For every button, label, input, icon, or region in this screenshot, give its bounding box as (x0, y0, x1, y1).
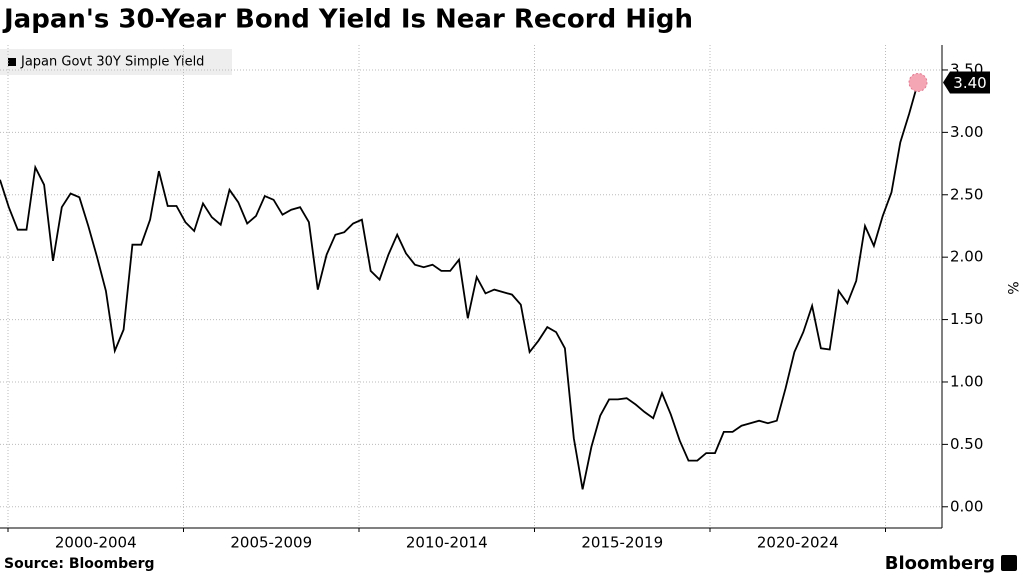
y-tick-label: 2.00 (950, 248, 983, 266)
last-value-label: 3.40 (953, 74, 986, 92)
y-tick-label: 1.00 (950, 372, 983, 390)
x-tick-label: 2005-2009 (230, 534, 312, 552)
brand: Bloomberg (885, 553, 995, 574)
y-tick-label: 3.00 (950, 123, 983, 141)
legend-box (0, 49, 232, 75)
last-value-box (943, 71, 990, 94)
x-tick-label: 2000-2004 (55, 534, 137, 552)
x-tick-label: 2015-2019 (581, 534, 663, 552)
brand-icon (1001, 555, 1017, 571)
x-tick-label: 2020-2024 (757, 534, 839, 552)
y-tick-label: 2.50 (950, 185, 983, 203)
y-tick-label: 1.50 (950, 310, 983, 328)
legend-label: Japan Govt 30Y Simple Yield (20, 55, 204, 70)
source: Source: Bloomberg (4, 556, 155, 572)
last-point (908, 72, 928, 92)
chart-title: Japan's 30-Year Bond Yield Is Near Recor… (2, 5, 693, 35)
x-tick-label: 2010-2014 (406, 534, 488, 552)
y-tick-label: 0.50 (950, 435, 983, 453)
y-axis-label: % (1004, 281, 1020, 294)
y-tick-label: 0.00 (950, 497, 983, 515)
series-line (0, 82, 919, 490)
legend-swatch (8, 58, 16, 66)
